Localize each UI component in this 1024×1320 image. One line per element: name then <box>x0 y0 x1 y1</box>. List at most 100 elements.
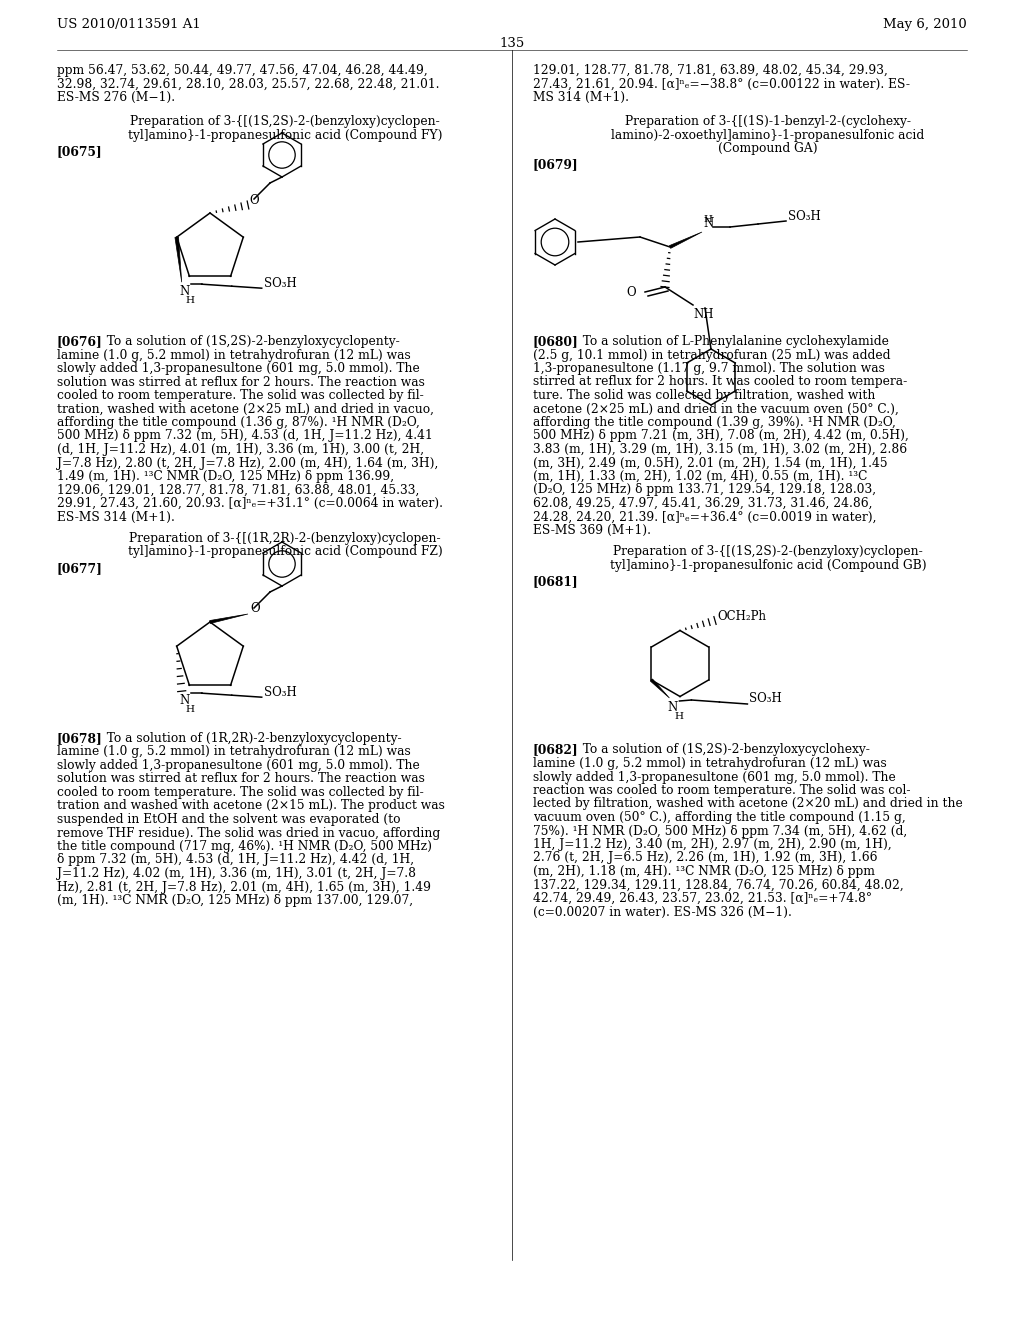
Text: 129.01, 128.77, 81.78, 71.81, 63.89, 48.02, 45.34, 29.93,: 129.01, 128.77, 81.78, 71.81, 63.89, 48.… <box>534 63 888 77</box>
Text: lected by filtration, washed with acetone (2×20 mL) and dried in the: lected by filtration, washed with aceton… <box>534 797 963 810</box>
Text: SO₃H: SO₃H <box>750 693 782 705</box>
Text: 1.49 (m, 1H). ¹³C NMR (D₂O, 125 MHz) δ ppm 136.99,: 1.49 (m, 1H). ¹³C NMR (D₂O, 125 MHz) δ p… <box>57 470 394 483</box>
Text: To a solution of L-Phenylalanine cyclohexylamide: To a solution of L-Phenylalanine cyclohe… <box>575 335 889 348</box>
Text: O: O <box>627 286 636 300</box>
Text: (Compound GA): (Compound GA) <box>718 143 818 154</box>
Text: N: N <box>180 694 190 708</box>
Text: SO₃H: SO₃H <box>264 277 297 289</box>
Text: [0676]: [0676] <box>57 335 102 348</box>
Text: tyl]amino}-1-propanesulfonic acid (Compound GB): tyl]amino}-1-propanesulfonic acid (Compo… <box>609 558 927 572</box>
Text: slowly added 1,3-propanesultone (601 mg, 5.0 mmol). The: slowly added 1,3-propanesultone (601 mg,… <box>534 771 896 784</box>
Text: N: N <box>180 285 190 298</box>
Text: slowly added 1,3-propanesultone (601 mg, 5.0 mmol). The: slowly added 1,3-propanesultone (601 mg,… <box>57 362 420 375</box>
Text: 29.91, 27.43, 21.60, 20.93. [α]ⁿₑ=+31.1° (c=0.0064 in water).: 29.91, 27.43, 21.60, 20.93. [α]ⁿₑ=+31.1°… <box>57 498 443 510</box>
Text: solution was stirred at reflux for 2 hours. The reaction was: solution was stirred at reflux for 2 hou… <box>57 375 425 388</box>
Text: lamine (1.0 g, 5.2 mmol) in tetrahydrofuran (12 mL) was: lamine (1.0 g, 5.2 mmol) in tetrahydrofu… <box>57 348 411 362</box>
Text: US 2010/0113591 A1: US 2010/0113591 A1 <box>57 18 201 30</box>
Text: ES-MS 369 (M+1).: ES-MS 369 (M+1). <box>534 524 651 537</box>
Polygon shape <box>670 232 702 248</box>
Text: 135: 135 <box>500 37 524 50</box>
Text: To a solution of (1S,2S)-2-benzyloxycyclohexy-: To a solution of (1S,2S)-2-benzyloxycycl… <box>575 743 869 756</box>
Text: (2.5 g, 10.1 mmol) in tetrahydrofuran (25 mL) was added: (2.5 g, 10.1 mmol) in tetrahydrofuran (2… <box>534 348 891 362</box>
Text: [0681]: [0681] <box>534 576 579 589</box>
Text: 1,3-propanesultone (1.17 g, 9.7 mmol). The solution was: 1,3-propanesultone (1.17 g, 9.7 mmol). T… <box>534 362 885 375</box>
Text: lamino)-2-oxoethyl]amino}-1-propanesulfonic acid: lamino)-2-oxoethyl]amino}-1-propanesulfo… <box>611 128 925 141</box>
Text: 42.74, 29.49, 26.43, 23.57, 23.02, 21.53. [α]ⁿₑ=+74.8°: 42.74, 29.49, 26.43, 23.57, 23.02, 21.53… <box>534 892 872 906</box>
Text: [0677]: [0677] <box>57 562 102 576</box>
Text: 27.43, 21.61, 20.94. [α]ⁿₑ=−38.8° (c=0.00122 in water). ES-: 27.43, 21.61, 20.94. [α]ⁿₑ=−38.8° (c=0.0… <box>534 78 910 91</box>
Text: cooled to room temperature. The solid was collected by fil-: cooled to room temperature. The solid wa… <box>57 389 424 403</box>
Text: lamine (1.0 g, 5.2 mmol) in tetrahydrofuran (12 mL) was: lamine (1.0 g, 5.2 mmol) in tetrahydrofu… <box>57 746 411 759</box>
Text: solution was stirred at reflux for 2 hours. The reaction was: solution was stirred at reflux for 2 hou… <box>57 772 425 785</box>
Text: 75%). ¹H NMR (D₂O, 500 MHz) δ ppm 7.34 (m, 5H), 4.62 (d,: 75%). ¹H NMR (D₂O, 500 MHz) δ ppm 7.34 (… <box>534 825 907 837</box>
Text: Preparation of 3-{[(1S)-1-benzyl-2-(cyclohexy-: Preparation of 3-{[(1S)-1-benzyl-2-(cycl… <box>625 115 911 128</box>
Text: To a solution of (1R,2R)-2-benzyloxycyclopenty-: To a solution of (1R,2R)-2-benzyloxycycl… <box>99 733 401 744</box>
Polygon shape <box>210 614 248 623</box>
Text: tyl]amino}-1-propanesulfonic acid (Compound FY): tyl]amino}-1-propanesulfonic acid (Compo… <box>128 128 442 141</box>
Text: [0678]: [0678] <box>57 733 102 744</box>
Text: J=11.2 Hz), 4.02 (m, 1H), 3.36 (m, 1H), 3.01 (t, 2H, J=7.8: J=11.2 Hz), 4.02 (m, 1H), 3.36 (m, 1H), … <box>57 867 416 880</box>
Text: affording the title compound (1.39 g, 39%). ¹H NMR (D₂O,: affording the title compound (1.39 g, 39… <box>534 416 896 429</box>
Text: ppm 56.47, 53.62, 50.44, 49.77, 47.56, 47.04, 46.28, 44.49,: ppm 56.47, 53.62, 50.44, 49.77, 47.56, 4… <box>57 63 428 77</box>
Text: ture. The solid was collected by filtration, washed with: ture. The solid was collected by filtrat… <box>534 389 876 403</box>
Text: NH: NH <box>693 308 714 321</box>
Text: H: H <box>703 215 712 224</box>
Text: reaction was cooled to room temperature. The solid was col-: reaction was cooled to room temperature.… <box>534 784 910 797</box>
Text: OCH₂Ph: OCH₂Ph <box>717 610 766 623</box>
Text: [0680]: [0680] <box>534 335 579 348</box>
Text: O: O <box>249 194 259 206</box>
Text: (m, 2H), 1.18 (m, 4H). ¹³C NMR (D₂O, 125 MHz) δ ppm: (m, 2H), 1.18 (m, 4H). ¹³C NMR (D₂O, 125… <box>534 865 874 878</box>
Text: affording the title compound (1.36 g, 87%). ¹H NMR (D₂O,: affording the title compound (1.36 g, 87… <box>57 416 420 429</box>
Text: (c=0.00207 in water). ES-MS 326 (M−1).: (c=0.00207 in water). ES-MS 326 (M−1). <box>534 906 792 919</box>
Text: suspended in EtOH and the solvent was evaporated (to: suspended in EtOH and the solvent was ev… <box>57 813 400 826</box>
Text: (m, 3H), 2.49 (m, 0.5H), 2.01 (m, 2H), 1.54 (m, 1H), 1.45: (m, 3H), 2.49 (m, 0.5H), 2.01 (m, 2H), 1… <box>534 457 888 470</box>
Text: Preparation of 3-{[(1R,2R)-2-(benzyloxy)cyclopen-: Preparation of 3-{[(1R,2R)-2-(benzyloxy)… <box>129 532 440 545</box>
Text: lamine (1.0 g, 5.2 mmol) in tetrahydrofuran (12 mL) was: lamine (1.0 g, 5.2 mmol) in tetrahydrofu… <box>534 756 887 770</box>
Text: the title compound (717 mg, 46%). ¹H NMR (D₂O, 500 MHz): the title compound (717 mg, 46%). ¹H NMR… <box>57 840 432 853</box>
Text: remove THF residue). The solid was dried in vacuo, affording: remove THF residue). The solid was dried… <box>57 826 440 840</box>
Text: stirred at reflux for 2 hours. It was cooled to room tempera-: stirred at reflux for 2 hours. It was co… <box>534 375 907 388</box>
Text: (D₂O, 125 MHz) δ ppm 133.71, 129.54, 129.18, 128.03,: (D₂O, 125 MHz) δ ppm 133.71, 129.54, 129… <box>534 483 877 496</box>
Text: 32.98, 32.74, 29.61, 28.10, 28.03, 25.57, 22.68, 22.48, 21.01.: 32.98, 32.74, 29.61, 28.10, 28.03, 25.57… <box>57 78 439 91</box>
Text: [0682]: [0682] <box>534 743 579 756</box>
Text: (m, 1H), 1.33 (m, 2H), 1.02 (m, 4H), 0.55 (m, 1H). ¹³C: (m, 1H), 1.33 (m, 2H), 1.02 (m, 4H), 0.5… <box>534 470 867 483</box>
Text: (d, 1H, J=11.2 Hz), 4.01 (m, 1H), 3.36 (m, 1H), 3.00 (t, 2H,: (d, 1H, J=11.2 Hz), 4.01 (m, 1H), 3.36 (… <box>57 444 424 455</box>
Text: 3.83 (m, 1H), 3.29 (m, 1H), 3.15 (m, 1H), 3.02 (m, 2H), 2.86: 3.83 (m, 1H), 3.29 (m, 1H), 3.15 (m, 1H)… <box>534 444 907 455</box>
Text: SO₃H: SO₃H <box>264 685 297 698</box>
Text: 2.76 (t, 2H, J=6.5 Hz), 2.26 (m, 1H), 1.92 (m, 3H), 1.66: 2.76 (t, 2H, J=6.5 Hz), 2.26 (m, 1H), 1.… <box>534 851 878 865</box>
Text: ES-MS 314 (M+1).: ES-MS 314 (M+1). <box>57 511 175 524</box>
Text: acetone (2×25 mL) and dried in the vacuum oven (50° C.),: acetone (2×25 mL) and dried in the vacuu… <box>534 403 899 416</box>
Text: May 6, 2010: May 6, 2010 <box>884 18 967 30</box>
Text: [0679]: [0679] <box>534 158 579 172</box>
Text: δ ppm 7.32 (m, 5H), 4.53 (d, 1H, J=11.2 Hz), 4.42 (d, 1H,: δ ppm 7.32 (m, 5H), 4.53 (d, 1H, J=11.2 … <box>57 854 414 866</box>
Text: tration and washed with acetone (2×15 mL). The product was: tration and washed with acetone (2×15 mL… <box>57 800 444 813</box>
Text: cooled to room temperature. The solid was collected by fil-: cooled to room temperature. The solid wa… <box>57 785 424 799</box>
Text: ES-MS 276 (M−1).: ES-MS 276 (M−1). <box>57 91 175 104</box>
Polygon shape <box>175 238 181 282</box>
Polygon shape <box>650 678 670 698</box>
Text: To a solution of (1S,2S)-2-benzyloxycyclopenty-: To a solution of (1S,2S)-2-benzyloxycycl… <box>99 335 399 348</box>
Text: H: H <box>185 705 195 714</box>
Text: 1H, J=11.2 Hz), 3.40 (m, 2H), 2.97 (m, 2H), 2.90 (m, 1H),: 1H, J=11.2 Hz), 3.40 (m, 2H), 2.97 (m, 2… <box>534 838 892 851</box>
Text: vacuum oven (50° C.), affording the title compound (1.15 g,: vacuum oven (50° C.), affording the titl… <box>534 810 906 824</box>
Text: SO₃H: SO₃H <box>788 210 821 223</box>
Text: Preparation of 3-{[(1S,2S)-2-(benzyloxy)cyclopen-: Preparation of 3-{[(1S,2S)-2-(benzyloxy)… <box>613 545 923 558</box>
Text: N: N <box>703 216 714 230</box>
Text: slowly added 1,3-propanesultone (601 mg, 5.0 mmol). The: slowly added 1,3-propanesultone (601 mg,… <box>57 759 420 772</box>
Text: J=7.8 Hz), 2.80 (t, 2H, J=7.8 Hz), 2.00 (m, 4H), 1.64 (m, 3H),: J=7.8 Hz), 2.80 (t, 2H, J=7.8 Hz), 2.00 … <box>57 457 438 470</box>
Text: 24.28, 24.20, 21.39. [α]ⁿₑ=+36.4° (c=0.0019 in water),: 24.28, 24.20, 21.39. [α]ⁿₑ=+36.4° (c=0.0… <box>534 511 877 524</box>
Text: (m, 1H). ¹³C NMR (D₂O, 125 MHz) δ ppm 137.00, 129.07,: (m, 1H). ¹³C NMR (D₂O, 125 MHz) δ ppm 13… <box>57 894 413 907</box>
Text: 129.06, 129.01, 128.77, 81.78, 71.81, 63.88, 48.01, 45.33,: 129.06, 129.01, 128.77, 81.78, 71.81, 63… <box>57 483 420 496</box>
Text: N: N <box>668 701 678 714</box>
Text: [0675]: [0675] <box>57 145 102 158</box>
Text: H: H <box>185 296 195 305</box>
Text: 62.08, 49.25, 47.97, 45.41, 36.29, 31.73, 31.46, 24.86,: 62.08, 49.25, 47.97, 45.41, 36.29, 31.73… <box>534 498 872 510</box>
Text: O: O <box>250 602 260 615</box>
Text: tyl]amino}-1-propanesulfonic acid (Compound FZ): tyl]amino}-1-propanesulfonic acid (Compo… <box>128 545 442 558</box>
Text: Preparation of 3-{[(1S,2S)-2-(benzyloxy)cyclopen-: Preparation of 3-{[(1S,2S)-2-(benzyloxy)… <box>130 115 440 128</box>
Text: 137.22, 129.34, 129.11, 128.84, 76.74, 70.26, 60.84, 48.02,: 137.22, 129.34, 129.11, 128.84, 76.74, 7… <box>534 879 904 891</box>
Text: 500 MHz) δ ppm 7.21 (m, 3H), 7.08 (m, 2H), 4.42 (m, 0.5H),: 500 MHz) δ ppm 7.21 (m, 3H), 7.08 (m, 2H… <box>534 429 909 442</box>
Text: H: H <box>675 711 683 721</box>
Text: tration, washed with acetone (2×25 mL) and dried in vacuo,: tration, washed with acetone (2×25 mL) a… <box>57 403 434 416</box>
Text: MS 314 (M+1).: MS 314 (M+1). <box>534 91 629 104</box>
